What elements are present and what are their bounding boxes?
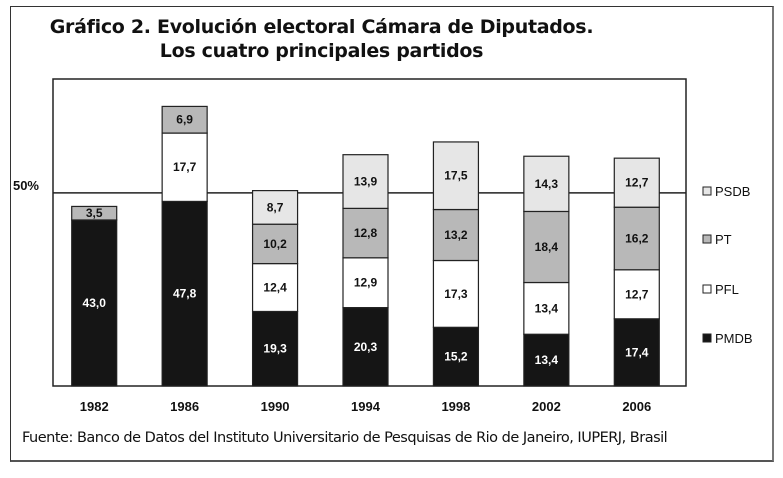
bar-segment-psdb-1998 [432,141,480,211]
legend-swatch-pt [702,234,712,244]
data-label-psdb-2006: 12,7 [625,176,649,190]
chart-subtitle: Los cuatro principales partidos [159,40,484,62]
data-label-pt-1990: 10,2 [263,237,287,251]
bar-segment-pmdb-1994 [342,307,389,387]
data-label-pt-1986: 6,9 [176,113,193,127]
data-label-pfl-1986: 17,7 [173,160,197,174]
x-tick-1998: 1998 [441,399,470,414]
bar-segment-pt-1998 [432,208,480,262]
bar-segment-pt-2006 [613,206,660,271]
legend-label-pmdb: PMDB [715,331,753,346]
bar-segment-pfl-1994 [342,257,389,309]
bar-segment-pt-1982 [71,205,118,221]
x-tick-1990: 1990 [261,399,290,414]
legend-swatch-pfl [702,284,712,294]
legend-label-pt: PT [715,232,732,247]
bar-segment-pfl-1990 [251,262,299,313]
bar-segment-pmdb-1998 [432,326,480,387]
x-tick-1994: 1994 [351,399,381,414]
data-label-pt-2002: 18,4 [535,240,559,254]
data-label-pmdb-2006: 17,4 [625,345,649,359]
data-label-psdb-1994: 13,9 [354,175,378,189]
data-label-psdb-1998: 17,5 [444,169,468,183]
legend-label-pfl: PFL [715,282,739,297]
data-label-pfl-1990: 12,4 [263,281,287,295]
data-label-pt-1998: 13,2 [444,228,468,242]
x-tick-1986: 1986 [170,399,199,414]
legend-swatch-pmdb [702,333,712,343]
x-tick-1982: 1982 [80,399,109,414]
data-label-psdb-1990: 8,7 [267,200,284,214]
data-label-pfl-1998: 17,3 [444,287,468,301]
reference-line-label: 50% [13,178,39,193]
x-tick-2002: 2002 [532,399,561,414]
data-label-pt-1982: 3,5 [86,206,103,220]
legend-swatch-psdb [702,186,712,196]
data-label-pmdb-1986: 47,8 [173,287,197,301]
data-label-pfl-1994: 12,9 [354,276,378,290]
bar-segment-pmdb-2002 [523,333,570,387]
data-label-pmdb-1994: 20,3 [354,340,378,354]
bar-segment-pfl-1998 [432,259,480,328]
bar-segment-psdb-2002 [523,155,570,213]
bar-segment-pmdb-2006 [613,318,660,387]
data-label-pfl-2006: 12,7 [625,287,649,301]
bar-segment-pmdb-1982 [71,219,118,387]
legend-label-psdb: PSDB [715,184,750,199]
bar-segment-psdb-2006 [613,157,660,208]
data-label-psdb-2002: 14,3 [535,177,559,191]
x-tick-2006: 2006 [622,399,651,414]
chart-title-line1: Gráfico 2. Evolución electoral Cámara de… [49,16,594,38]
data-label-pt-2006: 16,2 [625,231,649,245]
data-label-pmdb-1998: 15,2 [444,350,468,364]
data-label-pfl-2002: 13,4 [535,301,559,315]
bar-segment-pt-1986 [161,105,208,134]
data-label-pmdb-2002: 13,4 [535,353,559,367]
source-note: Fuente: Banco de Datos del Instituto Uni… [22,430,668,446]
bar-segment-psdb-1990 [251,190,299,225]
bar-segment-pfl-1986 [161,132,208,203]
bar-segment-psdb-1994 [342,154,389,209]
bar-segment-pt-2002 [523,210,570,284]
data-label-pmdb-1990: 19,3 [263,342,287,356]
data-label-pmdb-1982: 43,0 [83,296,107,310]
chart-title: Gráfico 2. Evolución electoral Cámara de… [0,15,643,63]
bar-segment-pmdb-1990 [251,310,299,387]
bar-segment-pmdb-1986 [161,200,208,387]
data-label-pt-1994: 12,8 [354,226,378,240]
